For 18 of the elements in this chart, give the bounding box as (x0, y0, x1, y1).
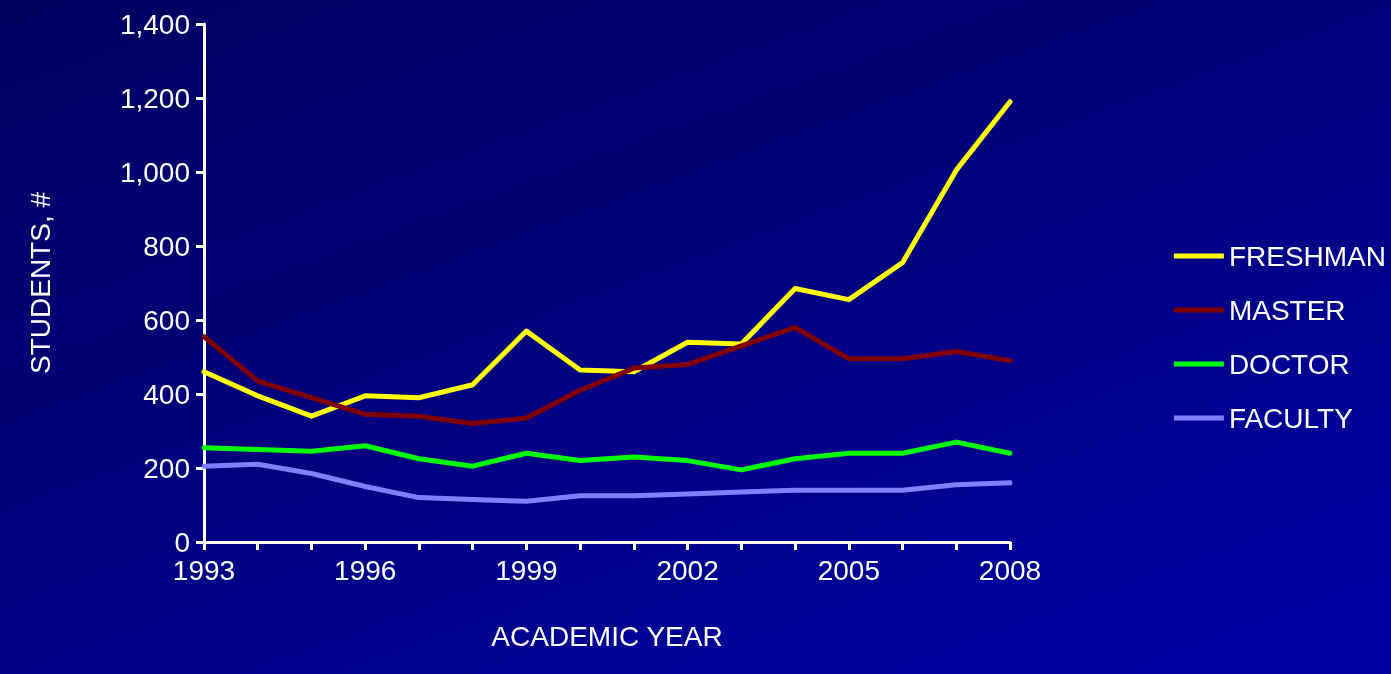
y-tick-label: 200 (143, 452, 190, 484)
x-tick-label: 1999 (495, 554, 558, 586)
legend-label: FACULTY (1228, 402, 1354, 434)
x-tick-label: 2002 (656, 554, 719, 586)
y-tick-label: 600 (143, 304, 190, 336)
x-axis-title: ACADEMIC YEAR (491, 620, 723, 652)
y-axis-title: STUDENTS, # (24, 191, 56, 375)
y-tick-label: 1,000 (119, 156, 190, 188)
x-tick-label: 1996 (334, 554, 397, 586)
y-tick-label: 800 (143, 230, 190, 262)
y-tick-label: 1,200 (119, 82, 190, 114)
x-tick-label: 2008 (978, 554, 1042, 586)
y-tick-label: 400 (143, 378, 190, 410)
y-tick-label: 1,400 (119, 8, 190, 40)
x-tick-label: 2005 (817, 554, 880, 586)
legend-label: DOCTOR (1228, 348, 1350, 380)
legend-label: FRESHMAN (1228, 240, 1387, 272)
legend-label: MASTER (1228, 294, 1346, 326)
